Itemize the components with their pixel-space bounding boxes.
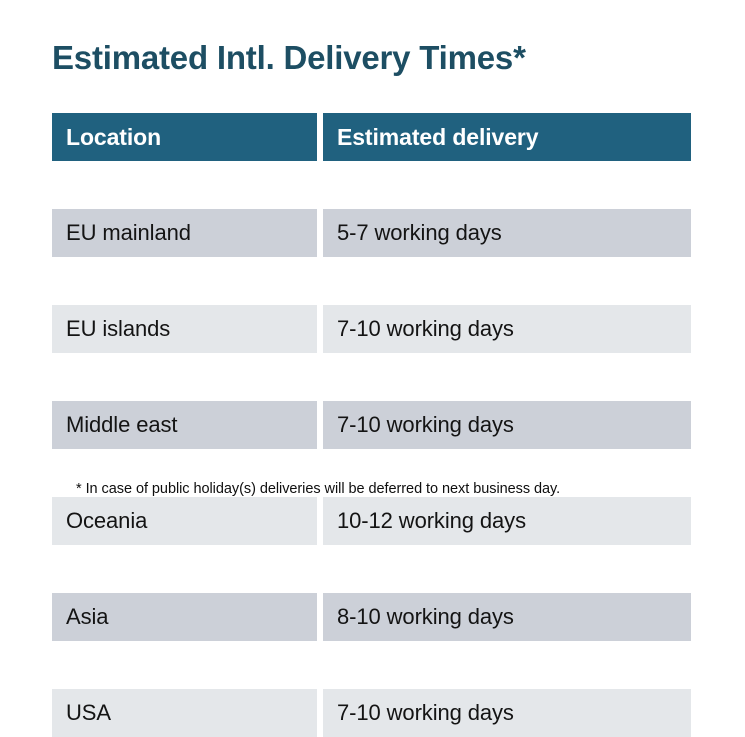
cell-estimated-delivery: 8-10 working days xyxy=(323,593,691,641)
cell-location: Asia xyxy=(52,593,317,641)
column-divider xyxy=(317,113,323,161)
row-separator xyxy=(52,641,691,689)
row-separator xyxy=(52,161,691,209)
row-separator xyxy=(52,257,691,305)
cell-divider xyxy=(317,401,323,449)
row-separator-cell xyxy=(52,257,691,305)
delivery-times-panel: Estimated Intl. Delivery Times* Location… xyxy=(52,39,691,737)
row-separator-cell xyxy=(52,449,691,497)
cell-estimated-delivery: 5-7 working days xyxy=(323,209,691,257)
cell-location: EU mainland xyxy=(52,209,317,257)
cell-location: Middle east xyxy=(52,401,317,449)
cell-location: USA xyxy=(52,689,317,737)
cell-divider xyxy=(317,305,323,353)
cell-estimated-delivery: 7-10 working days xyxy=(323,305,691,353)
table-header: Location Estimated delivery xyxy=(52,113,691,161)
cell-divider xyxy=(317,497,323,545)
column-header-location: Location xyxy=(52,113,317,161)
row-separator xyxy=(52,449,691,497)
cell-estimated-delivery: 7-10 working days xyxy=(323,689,691,737)
table-header-row: Location Estimated delivery xyxy=(52,113,691,161)
row-separator-cell xyxy=(52,545,691,593)
table-row: Asia 8-10 working days xyxy=(52,593,691,641)
cell-estimated-delivery: 7-10 working days xyxy=(323,401,691,449)
cell-estimated-delivery: 10-12 working days xyxy=(323,497,691,545)
column-header-estimated-delivery: Estimated delivery xyxy=(323,113,691,161)
page-title: Estimated Intl. Delivery Times* xyxy=(52,39,526,76)
cell-location: EU islands xyxy=(52,305,317,353)
table-row: EU mainland 5-7 working days xyxy=(52,209,691,257)
row-separator xyxy=(52,353,691,401)
row-separator-cell xyxy=(52,641,691,689)
delivery-times-table: Location Estimated delivery EU mainland … xyxy=(52,113,691,737)
table-row: EU islands 7-10 working days xyxy=(52,305,691,353)
table-body: EU mainland 5-7 working days EU islands … xyxy=(52,161,691,737)
cell-divider xyxy=(317,209,323,257)
table-row: Middle east 7-10 working days xyxy=(52,401,691,449)
row-separator-cell xyxy=(52,353,691,401)
footnote: * In case of public holiday(s) deliverie… xyxy=(76,481,561,497)
row-separator xyxy=(52,545,691,593)
cell-location: Oceania xyxy=(52,497,317,545)
table-row: USA 7-10 working days xyxy=(52,689,691,737)
row-separator-cell xyxy=(52,161,691,209)
table-row: Oceania 10-12 working days xyxy=(52,497,691,545)
